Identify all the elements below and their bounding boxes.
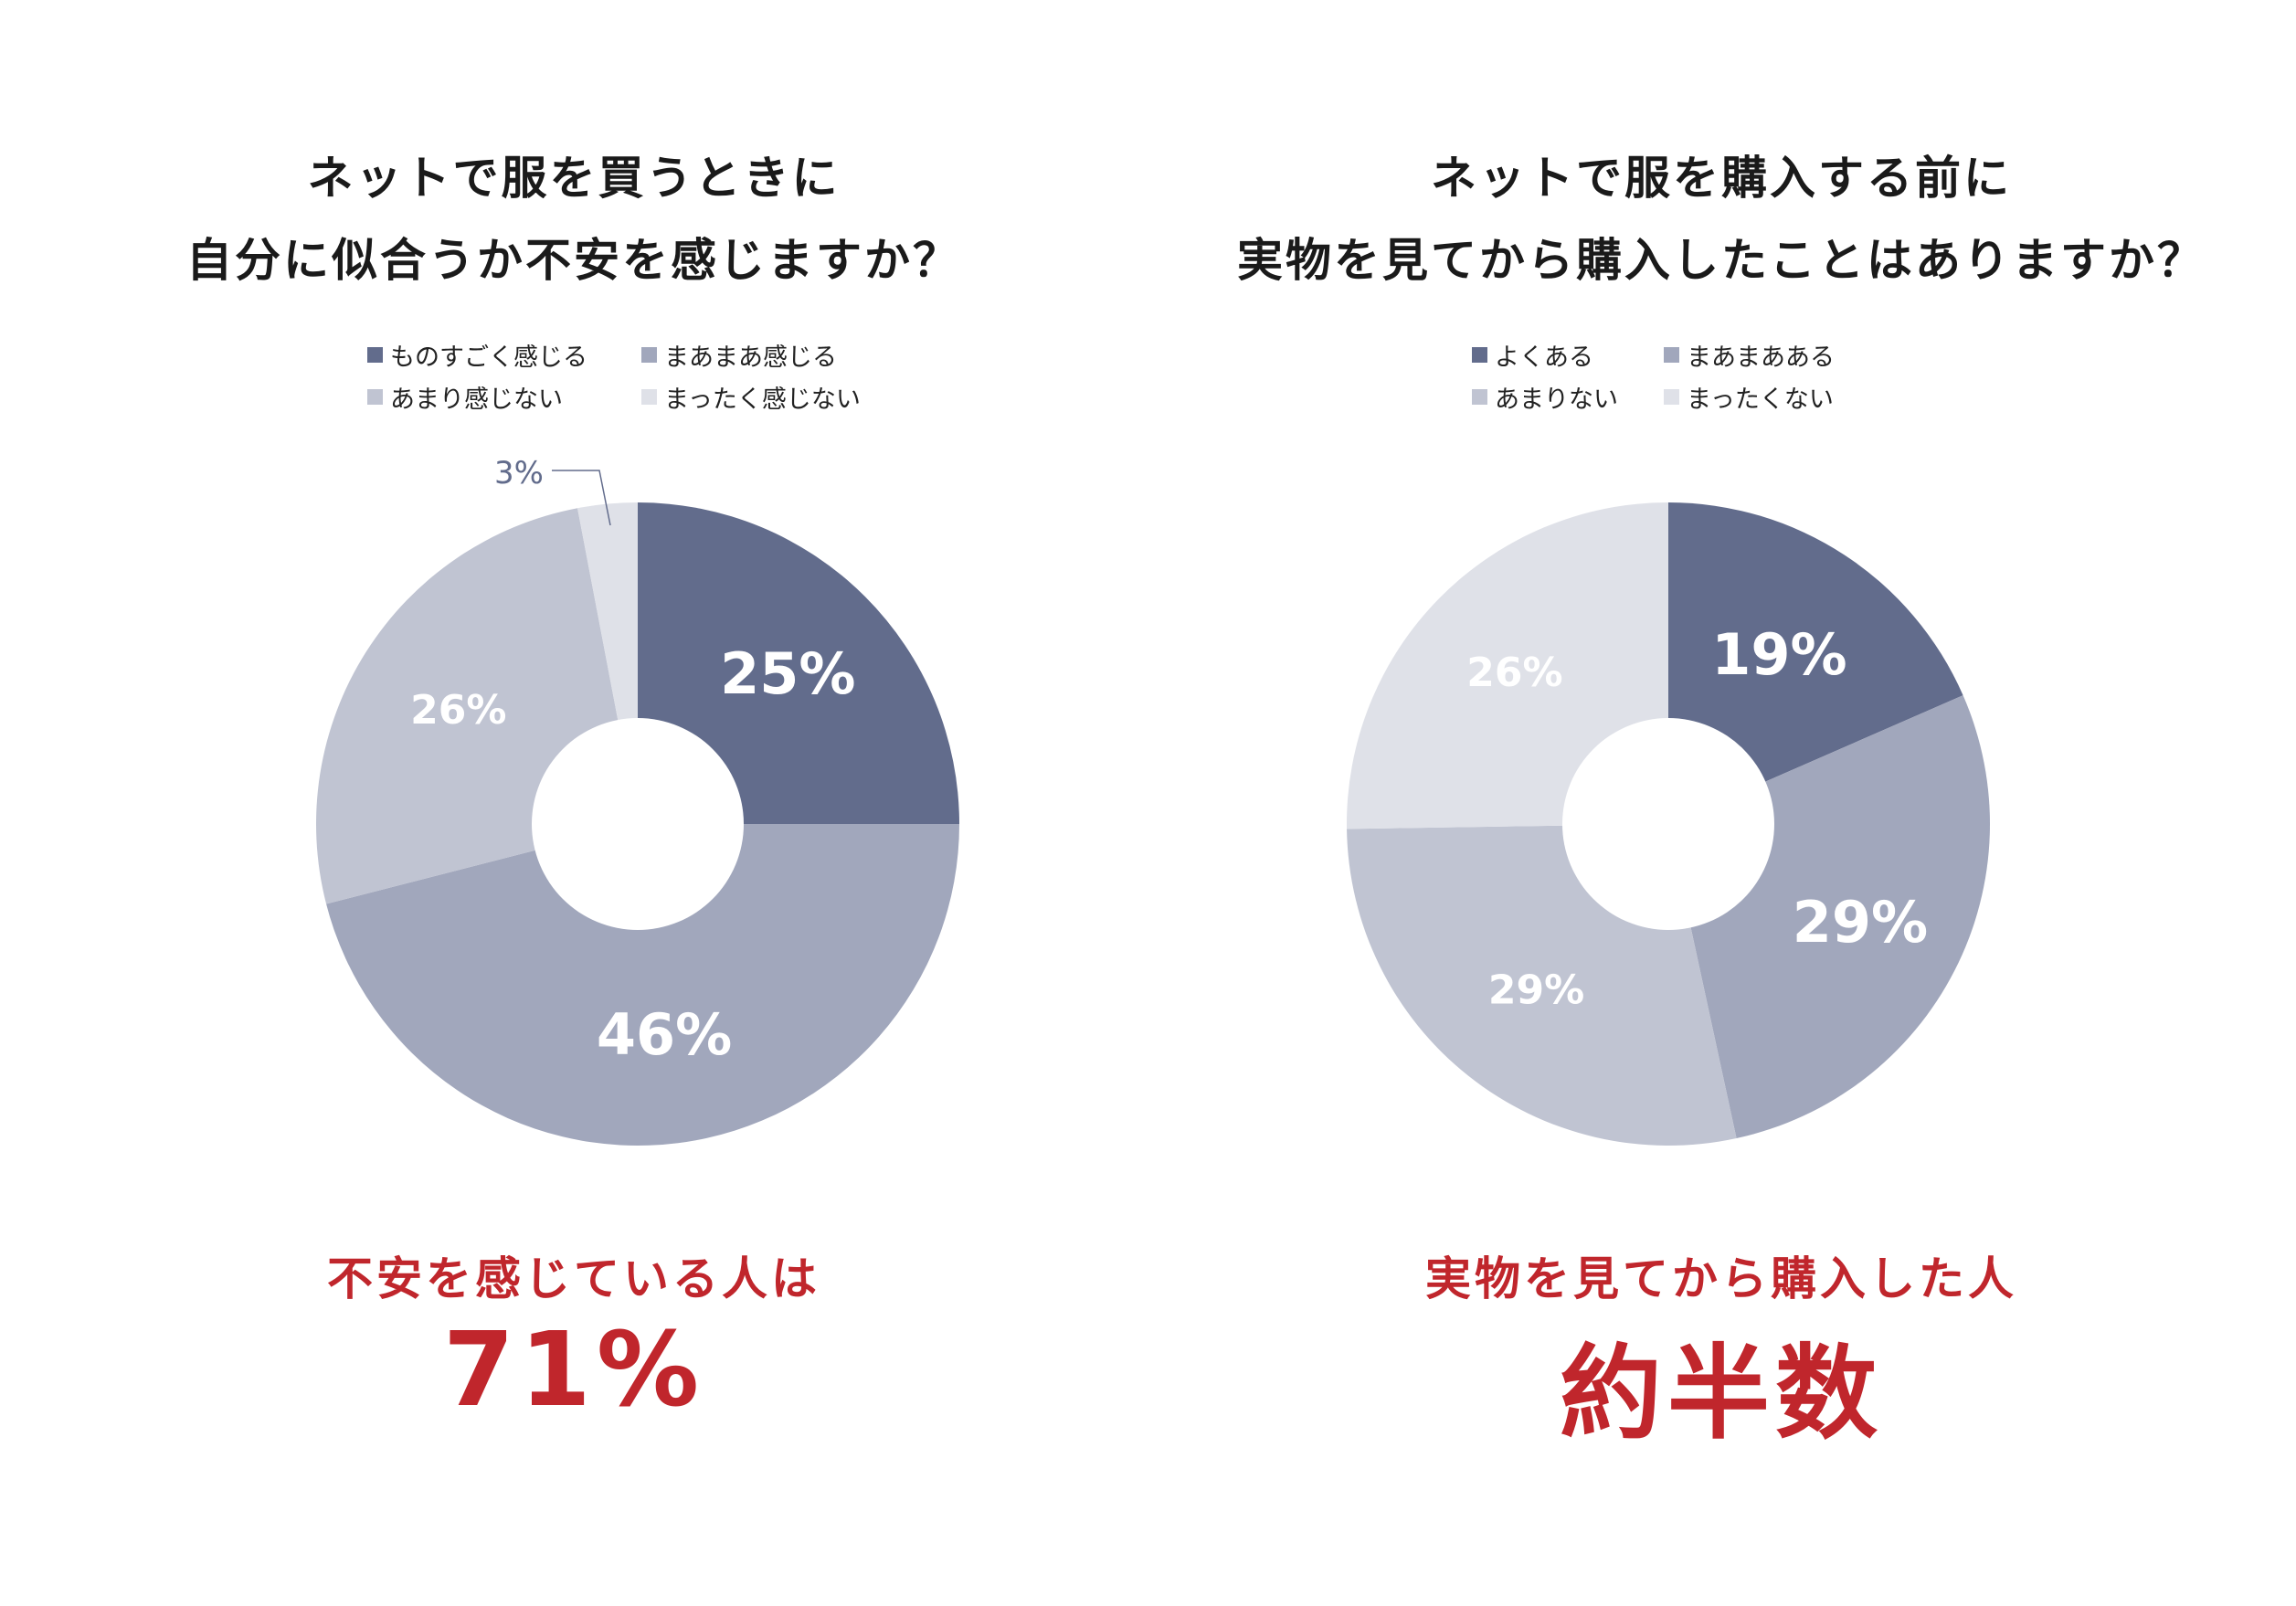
legend-item: まったく感じない bbox=[641, 380, 915, 414]
chart-title-line-1: ネットで服を買うときに bbox=[307, 152, 841, 205]
legend-label: まったくない bbox=[1687, 385, 1834, 414]
conclusion-value: 約半数 bbox=[1560, 1335, 1883, 1453]
legend-item: まったくない bbox=[1664, 380, 1901, 414]
legend-item: あまりない bbox=[1472, 380, 1664, 414]
leader-line bbox=[552, 470, 611, 526]
legend-swatch bbox=[1664, 346, 1679, 363]
legend-swatch bbox=[1472, 346, 1487, 363]
pie-slice bbox=[326, 824, 959, 1146]
legend-item: ものすごく感じる bbox=[367, 338, 641, 372]
legend-item: まあまあ感じる bbox=[641, 338, 915, 372]
legend-item: まあまあある bbox=[1664, 338, 1901, 372]
chart-panel-inspection: ネットで服を購入する前に 実物を見てから購入したことはありますか？ よくある ま… bbox=[1148, 0, 2295, 1606]
legend-swatch bbox=[1664, 388, 1679, 405]
pie-slice bbox=[1668, 502, 1963, 824]
pie-slice bbox=[638, 502, 959, 824]
pie-slice bbox=[1347, 502, 1668, 829]
chart-panel-anxiety: ネットで服を買うときに 自分に似合うか不安を感じますか？ ものすごく感じる まあ… bbox=[0, 137, 1148, 1430]
chart-title-line-1: ネットで服を購入する前に bbox=[1431, 152, 2012, 205]
legend-swatch bbox=[641, 388, 657, 405]
legend-label: まあまあある bbox=[1687, 343, 1835, 372]
conclusion-value: 71% bbox=[442, 1311, 705, 1430]
slice-value-label: 26% bbox=[1466, 650, 1562, 696]
slice-value-label: 46% bbox=[597, 1001, 732, 1068]
slice-value-label: 26% bbox=[410, 687, 506, 734]
conclusion-caption: 実物を見てから購入した人 bbox=[1425, 1252, 2017, 1305]
slice-value-label: 25% bbox=[720, 640, 855, 707]
donut-chart: 25% 46% 26% 3% bbox=[315, 455, 959, 1146]
legend-label: あまり感じない bbox=[390, 385, 563, 414]
legend-label: まったく感じない bbox=[664, 385, 861, 414]
legend-label: あまりない bbox=[1495, 385, 1618, 414]
chart-title-line-2: 自分に似合うか不安を感じますか？ bbox=[186, 234, 961, 287]
slice-value-label: 29% bbox=[1488, 967, 1584, 1013]
legend-label: まあまあ感じる bbox=[664, 343, 837, 372]
chart-legend: よくある まあまあある あまりない まったくない bbox=[1472, 338, 2075, 414]
slice-value-label: 29% bbox=[1793, 889, 1928, 956]
legend-swatch bbox=[367, 346, 383, 363]
slice-value-label: 3% bbox=[494, 455, 544, 491]
chart-title-line-2: 実物を見てから購入したことはありますか？ bbox=[1237, 234, 2206, 287]
chart-title: ネットで服を買うときに 自分に似合うか不安を感じますか？ bbox=[0, 137, 1148, 301]
chart-title: ネットで服を購入する前に 実物を見てから購入したことはありますか？ bbox=[1148, 137, 2295, 301]
donut-hole bbox=[532, 718, 744, 930]
donut-chart: 19% 29% 29% 26% bbox=[1347, 502, 1990, 1146]
legend-label: ものすごく感じる bbox=[390, 343, 587, 372]
chart-legend: ものすごく感じる まあまあ感じる あまり感じない まったく感じない bbox=[367, 338, 915, 414]
donut-hole bbox=[1562, 718, 1774, 930]
conclusion-caption: 不安を感じている人は bbox=[327, 1252, 820, 1305]
legend-item: あまり感じない bbox=[367, 380, 641, 414]
slice-value-label: 19% bbox=[1711, 621, 1846, 688]
legend-swatch bbox=[367, 388, 383, 405]
legend-label: よくある bbox=[1495, 343, 1593, 372]
legend-swatch bbox=[641, 346, 657, 363]
legend-swatch bbox=[1472, 388, 1487, 405]
legend-item: よくある bbox=[1472, 338, 1664, 372]
